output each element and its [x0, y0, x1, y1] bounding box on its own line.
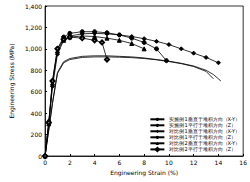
svg-text:200: 200 — [31, 131, 43, 138]
svg-text:0: 0 — [43, 159, 47, 166]
svg-text:Engineering Strain (%): Engineering Strain (%) — [110, 169, 178, 177]
svg-text:10: 10 — [165, 159, 173, 166]
svg-text:1,400: 1,400 — [25, 3, 42, 10]
svg-text:Engineering Stress (MPa): Engineering Stress (MPa) — [8, 43, 16, 118]
svg-text:14: 14 — [215, 159, 223, 166]
svg-text:对比例1垂直于堆积方向（X-Y）: 对比例1垂直于堆积方向（X-Y） — [169, 128, 240, 135]
svg-text:6: 6 — [117, 159, 121, 166]
svg-text:实施例1垂直于堆积方向（X-Y）: 实施例1垂直于堆积方向（X-Y） — [169, 116, 240, 123]
svg-text:对比例2垂直于堆积方向（X-Y）: 对比例2垂直于堆积方向（X-Y） — [169, 140, 240, 146]
svg-text:实施例1平行于堆积方向（Z）: 实施例1平行于堆积方向（Z） — [169, 122, 236, 129]
svg-text:800: 800 — [31, 67, 43, 74]
svg-text:8: 8 — [142, 159, 146, 166]
svg-text:对比例1平行于堆积方向（Z）: 对比例1平行于堆积方向（Z） — [169, 134, 236, 141]
svg-text:1,200: 1,200 — [25, 24, 42, 31]
svg-text:0: 0 — [38, 153, 42, 160]
svg-text:1,000: 1,000 — [25, 45, 42, 52]
svg-text:4: 4 — [93, 159, 97, 166]
svg-text:600: 600 — [31, 88, 43, 95]
svg-text:400: 400 — [31, 110, 43, 117]
svg-text:12: 12 — [190, 159, 198, 166]
svg-text:16: 16 — [239, 159, 247, 166]
svg-text:对比例2平行于堆积方向（Z）: 对比例2平行于堆积方向（Z） — [169, 146, 236, 152]
svg-text:2: 2 — [68, 159, 72, 166]
